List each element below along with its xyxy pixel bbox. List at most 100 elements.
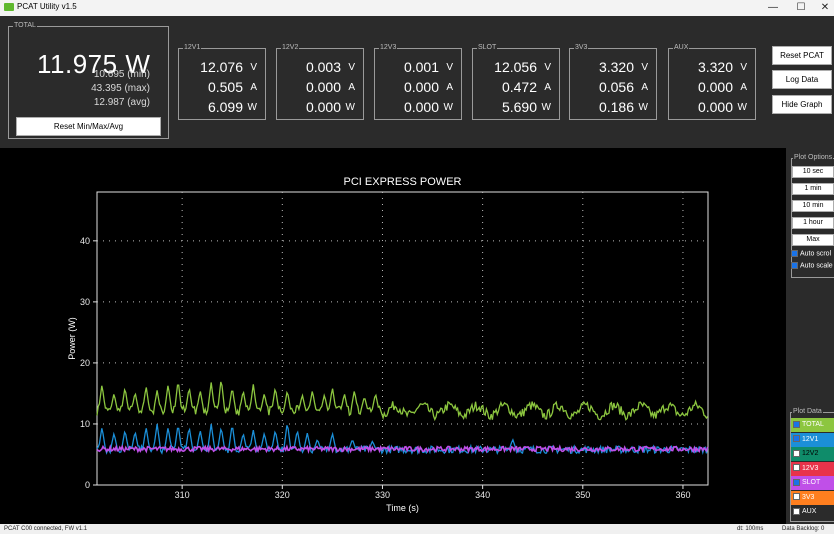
volts-value: 12.056	[494, 59, 537, 75]
amps-value: 0.505	[207, 79, 243, 95]
plot-data-item-12v3[interactable]: 12V3	[791, 461, 834, 476]
rail-volts: 12.076 V	[179, 59, 265, 77]
close-icon[interactable]: ✕	[820, 2, 830, 13]
plot-data-group: Plot Data	[790, 407, 834, 522]
rail-volts: 12.056 V	[473, 59, 559, 77]
amps-value: 0.472	[501, 79, 537, 95]
watts-value: 0.186	[598, 99, 634, 115]
range-button-10-sec[interactable]: 10 sec	[792, 166, 834, 178]
dt-status: dt: 100ms	[737, 526, 764, 532]
plot-options-label: Plot Options	[793, 153, 834, 163]
side-panel: Plot Options 10 sec 1 min 10 min 1 hour Max …	[786, 148, 834, 524]
volts-value: 0.003	[305, 59, 341, 75]
total-avg: 12.987 (avg)	[93, 97, 150, 108]
title-bar: PCAT Utility v1.5 — ☐ ✕	[0, 0, 834, 16]
amps-unit: A	[348, 82, 355, 93]
amps-value: 0.000	[305, 79, 341, 95]
rail-label: 12V1	[183, 43, 202, 53]
watts-unit: W	[443, 102, 453, 113]
plot-data-item-label: SLOT	[802, 479, 821, 486]
pcat-logo-icon	[4, 3, 14, 11]
window-title: PCAT Utility v1.5	[17, 2, 77, 11]
rail-amps: 0.000 A	[277, 79, 363, 97]
y-tick-label: 10	[80, 419, 90, 429]
graph-area: 310 320 330 340 350 360 0 10 20 30 40 PCI EXPRESS P…	[0, 148, 786, 524]
rail-group-12v3: 12V3 0.001 V 0.000 A 0.000 W	[374, 43, 462, 120]
watts-unit: W	[541, 102, 551, 113]
readout-panel: TOTAL 11.975 W 10.695 (min) 43.395 (max)…	[0, 16, 834, 148]
rail-amps: 0.505 A	[179, 79, 265, 97]
series-line-slot	[96, 443, 709, 455]
backlog-status: Data Backlog: 0	[782, 526, 825, 532]
auto-scroll-checkbox[interactable]: Auto scrol	[791, 250, 831, 260]
checkbox-icon	[793, 493, 800, 501]
maximize-icon[interactable]: ☐	[796, 2, 806, 13]
plot-data-item-3v3[interactable]: 3V3	[791, 490, 834, 505]
y-tick-label: 0	[85, 480, 90, 490]
reset-min-max-avg-button[interactable]: Reset Min/Max/Avg	[16, 117, 161, 136]
minimize-icon[interactable]: —	[768, 2, 778, 13]
rail-watts: 5.690 W	[473, 99, 559, 117]
rail-label: 12V3	[379, 43, 398, 53]
amps-unit: A	[446, 82, 453, 93]
amps-value: 0.056	[598, 79, 634, 95]
rail-watts: 0.000 W	[277, 99, 363, 117]
volts-value: 0.001	[403, 59, 439, 75]
hide-graph-button[interactable]: Hide Graph	[772, 95, 832, 114]
range-button-1-min[interactable]: 1 min	[792, 183, 834, 195]
watts-value: 5.690	[501, 99, 537, 115]
log-data-button[interactable]: Log Data	[772, 70, 832, 89]
power-chart: 310 320 330 340 350 360 0 10 20 30 40 PCI EXPRESS P…	[67, 176, 709, 513]
rail-amps: 0.000 A	[669, 79, 755, 97]
rail-label: 3V3	[574, 43, 589, 53]
reset-pcat-button[interactable]: Reset PCAT	[772, 46, 832, 65]
series-line-total	[96, 381, 709, 422]
watts-value: 0.000	[305, 99, 341, 115]
volts-unit: V	[446, 62, 453, 73]
watts-unit: W	[737, 102, 747, 113]
volts-value: 3.320	[697, 59, 733, 75]
total-max: 43.395 (max)	[91, 83, 150, 94]
auto-scale-label: Auto scale	[800, 262, 833, 270]
amps-value: 0.000	[697, 79, 733, 95]
status-bar: PCAT C00 connected, FW v1.1 dt: 100ms Da…	[0, 524, 834, 534]
plot-data-label: Plot Data	[792, 407, 823, 417]
plot-data-item-label: AUX	[802, 508, 817, 515]
plot-data-item-label: 3V3	[802, 493, 815, 501]
range-button-1-hour[interactable]: 1 hour	[792, 217, 834, 229]
rail-watts: 6.099 W	[179, 99, 265, 117]
range-button-max[interactable]: Max	[792, 234, 834, 246]
rail-watts: 0.000 W	[375, 99, 461, 117]
x-axis-label: Time (s)	[386, 503, 419, 513]
checkbox-icon	[791, 262, 798, 269]
range-button-10-min[interactable]: 10 min	[792, 200, 834, 212]
rail-group-12v1: 12V1 12.076 V 0.505 A 6.099 W	[178, 43, 266, 120]
plot-data-item-aux[interactable]: AUX	[791, 505, 834, 519]
connection-status: PCAT C00 connected, FW v1.1	[4, 526, 88, 532]
plot-data-item-12v2[interactable]: 12V2	[791, 447, 834, 461]
rail-amps: 0.000 A	[375, 79, 461, 97]
rail-label: 12V2	[281, 43, 300, 53]
amps-value: 0.000	[403, 79, 439, 95]
volts-unit: V	[740, 62, 747, 73]
rail-amps: 0.056 A	[570, 79, 656, 97]
plot-data-item-12v1[interactable]: 12V1	[791, 432, 834, 447]
x-tick-label: 310	[175, 490, 190, 500]
x-tick-label: 350	[575, 490, 590, 500]
y-axis-label: Power (W)	[67, 317, 77, 360]
y-tick-label: 30	[80, 297, 90, 307]
checkbox-icon	[793, 464, 800, 472]
checkbox-icon	[793, 435, 800, 443]
volts-value: 12.076	[200, 59, 243, 75]
plot-data-item-slot[interactable]: SLOT	[791, 476, 834, 490]
auto-scale-checkbox[interactable]: Auto scale	[791, 262, 833, 272]
checkbox-icon	[793, 449, 800, 457]
y-tick-label: 20	[80, 358, 90, 368]
plot-data-item-total[interactable]: TOTAL	[791, 418, 834, 432]
rail-group-slot: SLOT 12.056 V 0.472 A 5.690 W	[472, 43, 560, 120]
watts-value: 0.000	[697, 99, 733, 115]
x-tick-label: 330	[375, 490, 390, 500]
rail-label: AUX	[673, 43, 690, 53]
amps-unit: A	[250, 82, 257, 93]
total-group: TOTAL 11.975 W 10.695 (min) 43.395 (max)…	[8, 21, 169, 139]
